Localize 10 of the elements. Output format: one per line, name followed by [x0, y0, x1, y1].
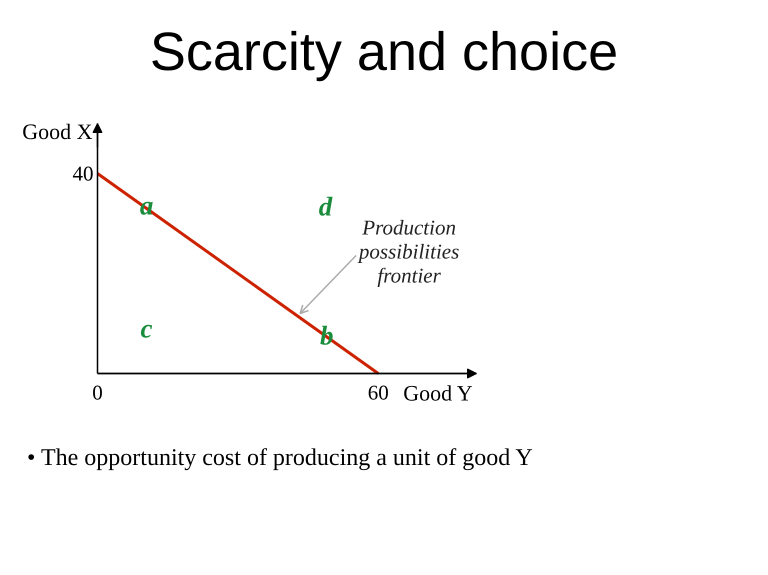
text: • The opportunity cost of producing a unit of good Y [27, 444, 534, 473]
annotation: c [140, 314, 153, 344]
x-tick-label: 0 [92, 380, 103, 404]
annotation: d [318, 192, 333, 222]
annotation: 40 [72, 162, 94, 186]
y-axis-title: Good X [22, 119, 93, 144]
x-axis-title: Good Y [403, 380, 473, 406]
annotation: Production possibilities frontier [356, 216, 460, 288]
chart-title: Scarcity and choice [148, 21, 620, 82]
x-tick-label: 60 [368, 380, 389, 404]
